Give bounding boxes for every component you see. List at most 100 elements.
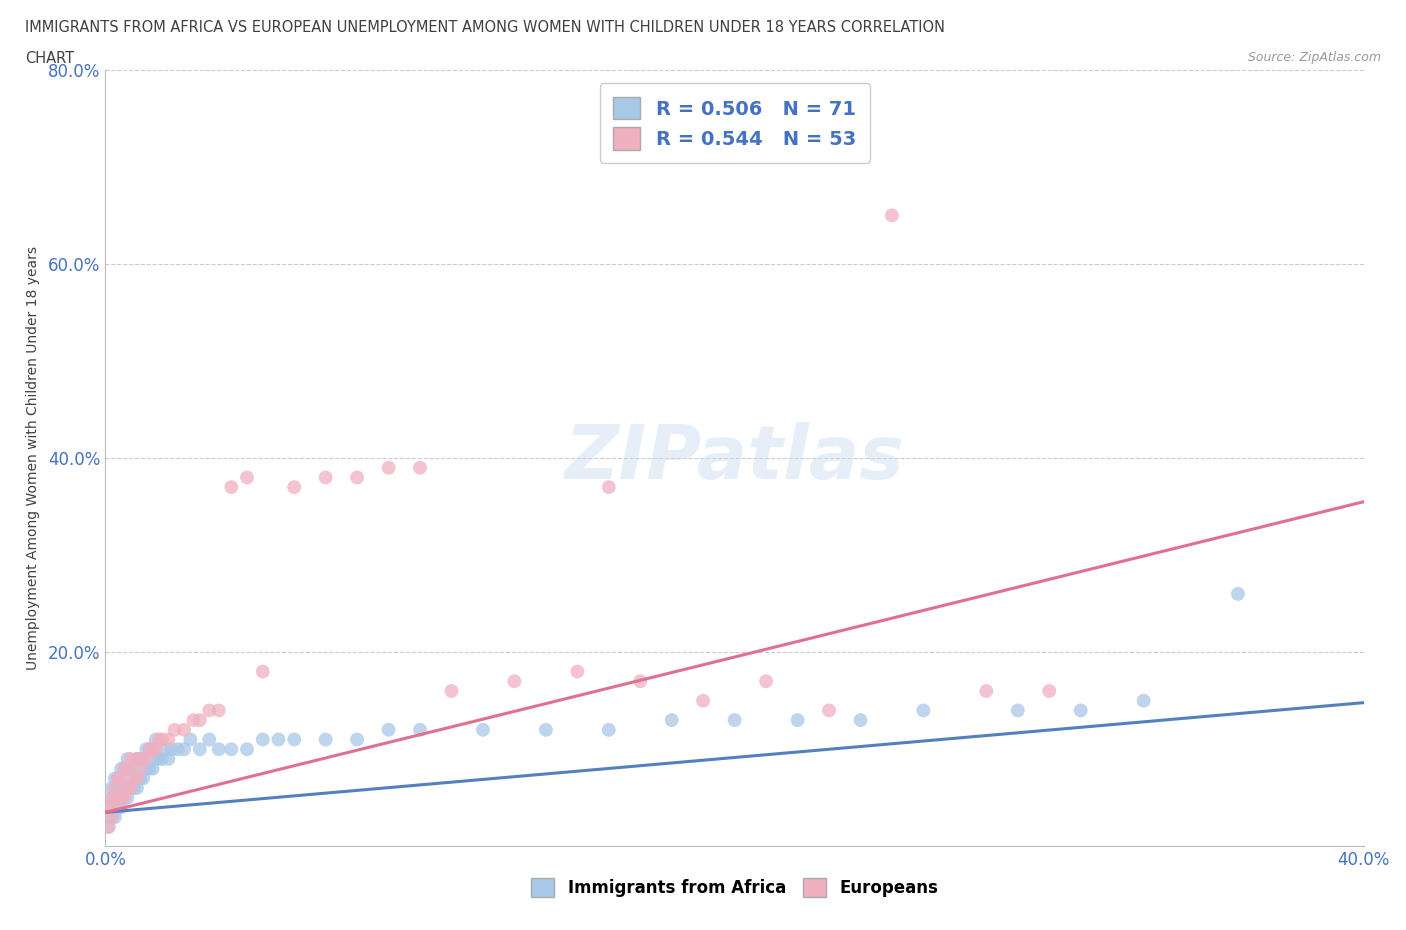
Point — [97, 800, 120, 815]
Point — [692, 693, 714, 708]
Point — [252, 732, 274, 747]
Point — [125, 780, 148, 795]
Point — [183, 712, 205, 727]
Point — [155, 742, 177, 757]
Point — [236, 470, 259, 485]
Point — [117, 790, 139, 805]
Point — [97, 819, 120, 834]
Point — [1132, 693, 1154, 708]
Point — [112, 780, 135, 795]
Point — [104, 790, 127, 805]
Point — [252, 664, 274, 679]
Point — [138, 742, 160, 757]
Point — [104, 771, 127, 786]
Point — [104, 810, 127, 825]
Point — [129, 751, 152, 766]
Point — [1007, 703, 1029, 718]
Point — [142, 742, 165, 757]
Point — [129, 771, 152, 786]
Point — [117, 771, 139, 786]
Point — [107, 800, 129, 815]
Point — [179, 732, 201, 747]
Point — [100, 790, 122, 805]
Point — [976, 684, 998, 698]
Point — [142, 742, 165, 757]
Point — [104, 800, 127, 815]
Point — [100, 810, 122, 825]
Point — [166, 742, 188, 757]
Point — [135, 742, 157, 757]
Point — [849, 712, 872, 727]
Point — [173, 742, 195, 757]
Point — [145, 751, 167, 766]
Point — [125, 751, 148, 766]
Point — [145, 742, 167, 757]
Point — [409, 460, 432, 475]
Point — [346, 732, 368, 747]
Point — [628, 674, 651, 689]
Point — [598, 480, 620, 495]
Point — [135, 761, 157, 776]
Point — [208, 742, 231, 757]
Point — [1070, 703, 1092, 718]
Text: ZIPatlas: ZIPatlas — [565, 421, 904, 495]
Point — [346, 470, 368, 485]
Point — [125, 771, 148, 786]
Point — [755, 674, 778, 689]
Point — [112, 790, 135, 805]
Point — [122, 771, 145, 786]
Point — [1226, 587, 1249, 602]
Point — [117, 761, 139, 776]
Point — [107, 790, 129, 805]
Point — [132, 751, 155, 766]
Point — [112, 761, 135, 776]
Point — [125, 771, 148, 786]
Text: CHART: CHART — [25, 51, 75, 66]
Point — [107, 771, 129, 786]
Point — [132, 771, 155, 786]
Point — [661, 712, 683, 727]
Point — [219, 480, 242, 495]
Point — [880, 208, 903, 223]
Point — [120, 751, 142, 766]
Point — [188, 742, 211, 757]
Point — [110, 761, 132, 776]
Point — [1038, 684, 1060, 698]
Point — [198, 732, 221, 747]
Point — [97, 800, 120, 815]
Point — [440, 684, 463, 698]
Point — [135, 751, 157, 766]
Point — [503, 674, 526, 689]
Point — [120, 780, 142, 795]
Point — [267, 732, 290, 747]
Point — [120, 780, 142, 795]
Point — [142, 761, 165, 776]
Point — [138, 761, 160, 776]
Point — [315, 470, 337, 485]
Point — [107, 771, 129, 786]
Text: IMMIGRANTS FROM AFRICA VS EUROPEAN UNEMPLOYMENT AMONG WOMEN WITH CHILDREN UNDER : IMMIGRANTS FROM AFRICA VS EUROPEAN UNEMP… — [25, 20, 945, 35]
Point — [117, 780, 139, 795]
Point — [912, 703, 935, 718]
Point — [150, 732, 173, 747]
Point — [173, 723, 195, 737]
Point — [315, 732, 337, 747]
Point — [100, 780, 122, 795]
Point — [598, 723, 620, 737]
Point — [377, 723, 399, 737]
Point — [377, 460, 399, 475]
Point — [145, 732, 167, 747]
Point — [471, 723, 495, 737]
Point — [409, 723, 432, 737]
Point — [148, 732, 170, 747]
Point — [107, 780, 129, 795]
Point — [148, 751, 170, 766]
Point — [208, 703, 231, 718]
Point — [129, 761, 152, 776]
Point — [534, 723, 557, 737]
Point — [120, 761, 142, 776]
Point — [122, 780, 145, 795]
Point — [138, 742, 160, 757]
Point — [163, 723, 186, 737]
Point — [188, 712, 211, 727]
